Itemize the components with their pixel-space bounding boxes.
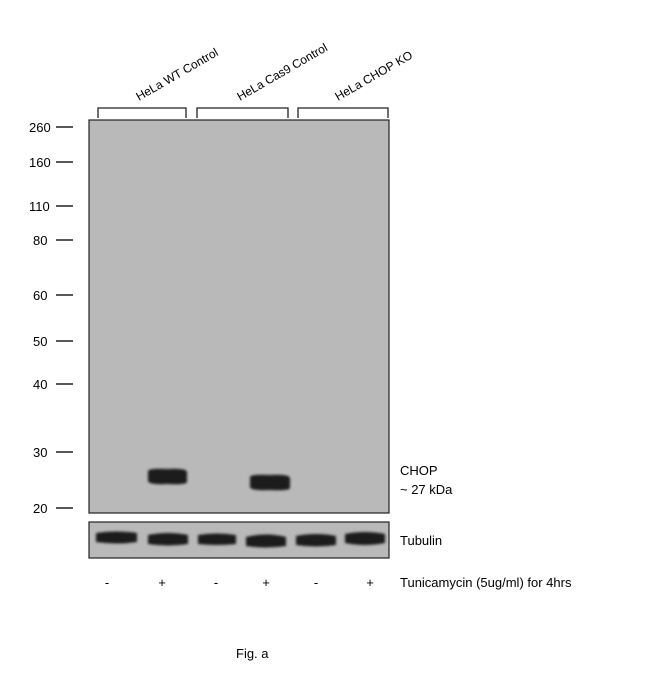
chop-size-label: ~ 27 kDa bbox=[400, 482, 453, 497]
tubulin-band-lane-1 bbox=[96, 531, 137, 544]
marker-label: 20 bbox=[33, 501, 47, 516]
group-label: HeLa WT Control bbox=[134, 45, 221, 103]
marker-ladder: 260 160 110 80 60 50 40 30 20 bbox=[29, 120, 73, 516]
tubulin-band-lane-5 bbox=[296, 534, 336, 547]
main-blot-panel bbox=[88, 119, 390, 514]
marker-label: 110 bbox=[29, 199, 50, 214]
chop-label: CHOP bbox=[400, 463, 438, 478]
group-bracket bbox=[297, 107, 389, 118]
marker-label: 60 bbox=[33, 288, 47, 303]
chop-band-lane-2 bbox=[148, 468, 187, 485]
treatment-sign: + bbox=[262, 575, 270, 590]
marker-label: 30 bbox=[33, 445, 47, 460]
group-label: HeLa Cas9 Control bbox=[235, 40, 330, 103]
tubulin-band-lane-6 bbox=[345, 532, 385, 545]
treatment-label: Tunicamycin (5ug/ml) for 4hrs bbox=[400, 575, 572, 590]
group-bracket bbox=[97, 107, 187, 118]
marker-label: 80 bbox=[33, 233, 47, 248]
tubulin-band-lane-2 bbox=[148, 533, 188, 546]
tubulin-band-lane-3 bbox=[198, 533, 236, 545]
treatment-row: - + - + - + Tunicamycin (5ug/ml) for 4hr… bbox=[105, 575, 572, 590]
tubulin-blot-panel bbox=[88, 521, 390, 559]
treatment-sign: + bbox=[158, 575, 166, 590]
tubulin-band-lane-4 bbox=[246, 534, 286, 548]
group-label: HeLa CHOP KO bbox=[333, 48, 415, 104]
group-bracket bbox=[196, 107, 289, 118]
chop-bands bbox=[148, 468, 290, 491]
marker-label: 260 bbox=[29, 120, 51, 135]
marker-label: 50 bbox=[33, 334, 47, 349]
treatment-sign: - bbox=[314, 575, 318, 590]
tubulin-bands bbox=[96, 531, 385, 548]
treatment-sign: + bbox=[366, 575, 374, 590]
tubulin-label: Tubulin bbox=[400, 533, 442, 548]
treatment-sign: - bbox=[105, 575, 109, 590]
treatment-sign: - bbox=[214, 575, 218, 590]
marker-label: 160 bbox=[29, 155, 51, 170]
chop-band-lane-4 bbox=[250, 474, 290, 491]
marker-label: 40 bbox=[33, 377, 47, 392]
group-brackets bbox=[97, 107, 389, 118]
figure-caption: Fig. a bbox=[236, 646, 269, 661]
